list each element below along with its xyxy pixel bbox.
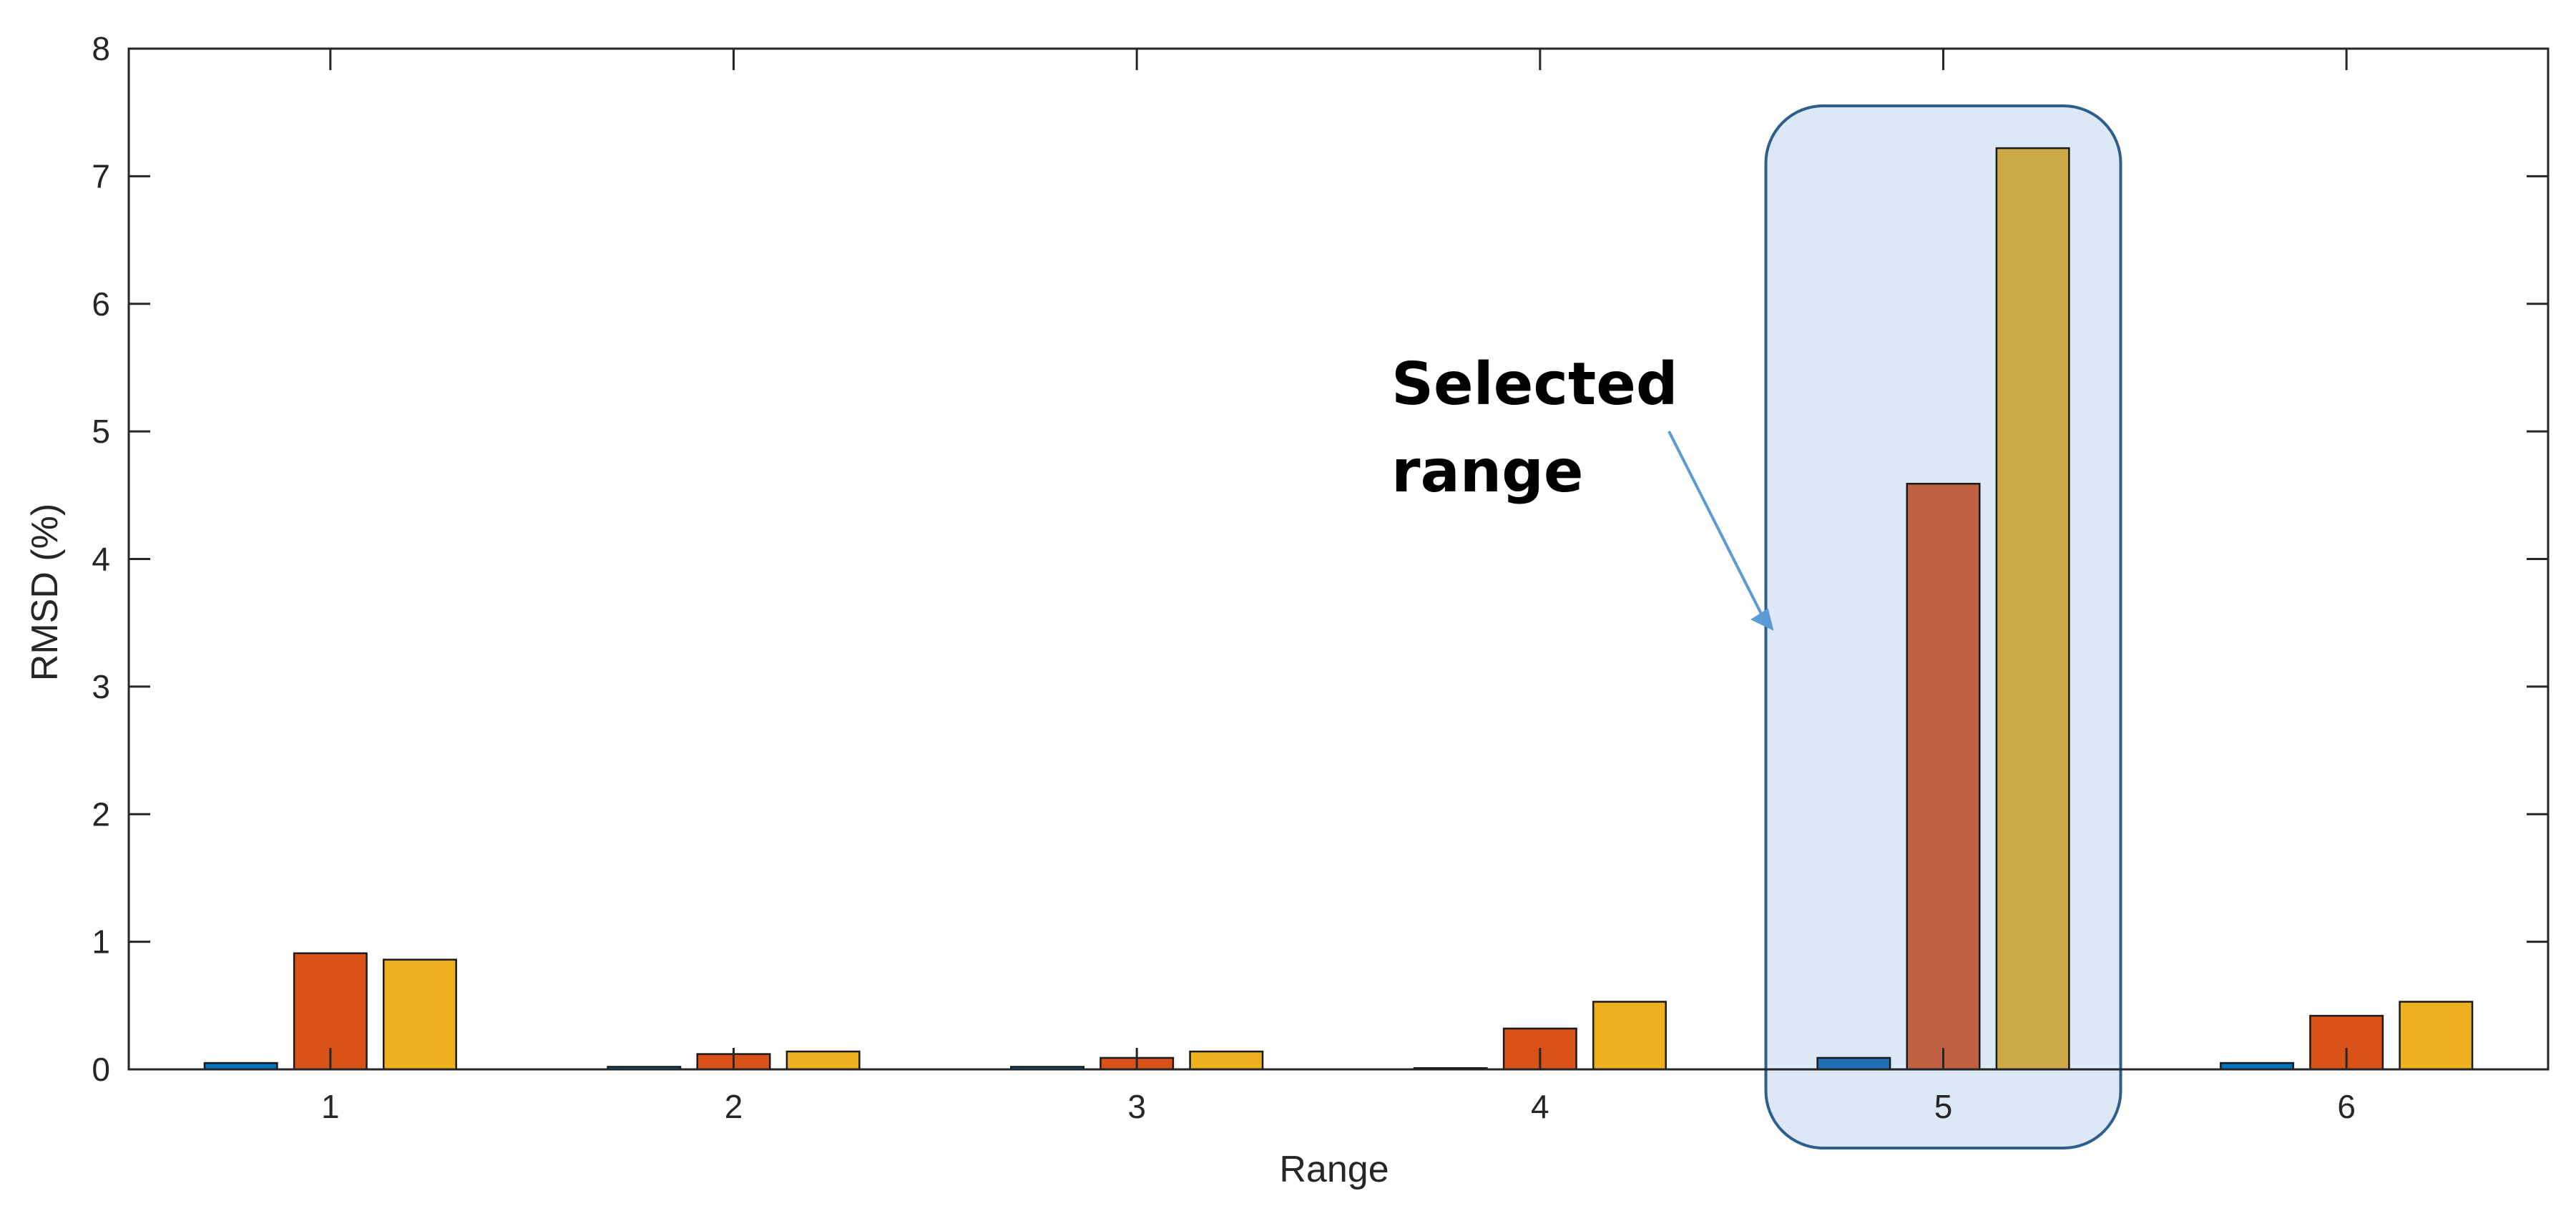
x-tick-label-5: 5 bbox=[1934, 1088, 1953, 1125]
y-tick-label-8: 8 bbox=[92, 30, 110, 67]
bar-cat3-series3 bbox=[1189, 1050, 1264, 1071]
annotation-text: Selected range bbox=[1391, 350, 1698, 506]
y-tick-label-6: 6 bbox=[92, 285, 110, 323]
x-tick-label-2: 2 bbox=[725, 1088, 743, 1125]
x-tick-label-4: 4 bbox=[1531, 1088, 1549, 1125]
bar-cat4-series3 bbox=[1592, 1001, 1667, 1071]
x-axis-label: Range bbox=[1279, 1149, 1389, 1190]
y-tick-label-4: 4 bbox=[92, 541, 110, 578]
bar-cat5-series3 bbox=[1995, 147, 2070, 1071]
plot-area-frame bbox=[127, 47, 2550, 1071]
x-tick-label-3: 3 bbox=[1127, 1088, 1146, 1125]
x-tick-label-6: 6 bbox=[2337, 1088, 2356, 1125]
annotation-arrow-head bbox=[1750, 608, 1774, 631]
y-tick-label-7: 7 bbox=[92, 157, 110, 195]
x-tick-label-1: 1 bbox=[321, 1088, 340, 1125]
bar-cat1-series3 bbox=[382, 958, 457, 1071]
y-tick-label-0: 0 bbox=[92, 1051, 110, 1088]
bar-cat5-series2 bbox=[1906, 483, 1981, 1071]
bar-cat2-series3 bbox=[785, 1050, 861, 1071]
y-tick-label-2: 2 bbox=[92, 795, 110, 833]
bar-cat5-series1 bbox=[1816, 1056, 1891, 1071]
y-tick-label-3: 3 bbox=[92, 668, 110, 705]
annotation-line-1: Selected bbox=[1391, 350, 1678, 418]
bar-cat6-series3 bbox=[2399, 1001, 2474, 1071]
y-tick-label-5: 5 bbox=[92, 413, 110, 450]
y-tick-label-1: 1 bbox=[92, 923, 110, 961]
annotation-arrow-line bbox=[1667, 431, 1763, 614]
annotation-line-2: range bbox=[1391, 438, 1583, 506]
y-axis-label: RMSD (%) bbox=[24, 504, 66, 681]
